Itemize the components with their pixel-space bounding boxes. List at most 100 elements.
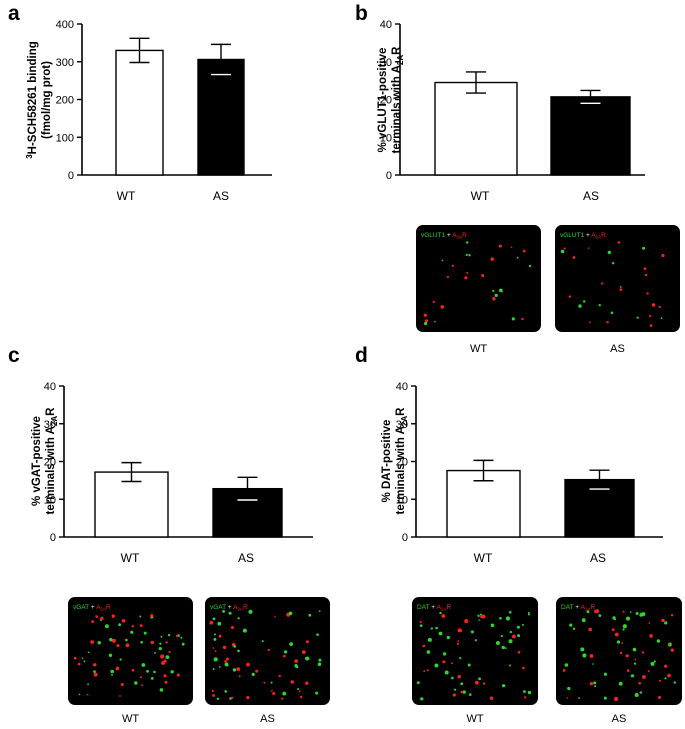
green-puncta xyxy=(467,663,471,667)
red-puncta xyxy=(456,642,459,645)
green-puncta xyxy=(650,661,655,666)
green-puncta xyxy=(97,641,101,645)
red-puncta xyxy=(432,300,435,303)
red-puncta xyxy=(274,616,276,618)
green-puncta xyxy=(232,668,237,672)
red-puncta xyxy=(111,614,116,618)
green-puncta xyxy=(318,658,322,662)
red-puncta xyxy=(231,696,234,699)
green-puncta xyxy=(490,623,495,628)
red-puncta xyxy=(222,645,227,650)
x-category-label: WT xyxy=(121,551,140,565)
red-puncta xyxy=(150,640,154,645)
red-puncta xyxy=(442,660,446,664)
green-puncta xyxy=(109,638,113,642)
y-tick-label: 30 xyxy=(380,57,392,69)
red-puncta xyxy=(622,610,625,613)
green-puncta xyxy=(140,641,143,644)
bar-wt xyxy=(446,469,521,538)
green-puncta xyxy=(318,610,321,612)
green-puncta xyxy=(607,250,611,255)
y-tick-label: 40 xyxy=(44,381,56,393)
red-puncta xyxy=(209,620,214,625)
red-puncta xyxy=(614,696,619,702)
red-puncta xyxy=(589,682,594,686)
red-puncta xyxy=(658,305,661,309)
green-puncta xyxy=(673,681,676,684)
green-puncta xyxy=(517,634,521,638)
micrograph-caption: WT xyxy=(122,713,139,725)
red-puncta xyxy=(306,640,309,644)
red-puncta xyxy=(100,616,104,620)
red-puncta xyxy=(482,682,486,685)
red-puncta xyxy=(457,628,462,633)
green-puncta xyxy=(159,688,164,692)
green-puncta xyxy=(581,618,586,623)
red-puncta xyxy=(212,694,216,697)
red-puncta xyxy=(423,313,427,317)
green-puncta xyxy=(474,639,477,642)
green-puncta xyxy=(180,636,183,639)
green-puncta xyxy=(297,688,299,691)
green-puncta xyxy=(598,614,602,617)
green-puncta xyxy=(438,631,443,636)
x-category-label: WT xyxy=(471,189,490,203)
green-puncta xyxy=(495,641,500,645)
green-puncta xyxy=(569,623,573,627)
red-puncta xyxy=(116,644,120,648)
green-puncta xyxy=(150,677,154,680)
micrographs-d: DAT + A2AR WT DAT + A2AR AS xyxy=(412,597,682,725)
green-puncta xyxy=(233,645,236,648)
green-puncta xyxy=(125,638,128,642)
green-puncta xyxy=(479,613,482,616)
green-puncta xyxy=(218,666,221,668)
red-puncta xyxy=(424,319,429,323)
red-puncta xyxy=(658,679,661,682)
red-puncta xyxy=(651,303,656,307)
y-tick-label: 10 xyxy=(380,132,392,144)
red-puncta xyxy=(524,696,527,699)
red-puncta xyxy=(480,615,483,619)
green-puncta xyxy=(470,630,474,634)
red-puncta xyxy=(522,666,525,670)
micrograph-stain-label: DAT + A2AR xyxy=(417,604,451,612)
panel-letter: c xyxy=(8,344,20,367)
panel-b: b 0 10 20 30 40 WT AS % vGLUT1-positive terminals… xyxy=(355,2,645,203)
green-puncta xyxy=(629,611,632,613)
green-puncta xyxy=(439,611,442,615)
x-category-label: AS xyxy=(238,551,254,565)
red-puncta xyxy=(302,650,306,654)
green-puncta xyxy=(282,691,287,696)
red-puncta xyxy=(175,634,179,638)
red-puncta xyxy=(619,288,623,291)
green-puncta xyxy=(158,647,162,651)
green-puncta xyxy=(160,635,163,638)
red-puncta xyxy=(255,669,259,673)
red-puncta xyxy=(658,696,661,699)
green-puncta xyxy=(134,681,138,685)
micrographs-b: vGLUT1 + A2AR WT vGLUT1 + A2AR AS xyxy=(416,225,680,355)
green-puncta xyxy=(635,612,639,615)
green-puncta xyxy=(261,640,264,643)
red-puncta xyxy=(664,664,668,668)
green-puncta xyxy=(502,684,506,688)
red-puncta xyxy=(278,674,281,678)
red-puncta xyxy=(606,321,609,324)
y-axis-label: % vGAT-positive terminals with A2AR xyxy=(31,407,59,515)
red-puncta xyxy=(263,681,266,684)
green-puncta xyxy=(426,650,431,654)
red-puncta xyxy=(601,282,604,285)
green-puncta xyxy=(603,672,608,676)
red-puncta xyxy=(267,648,270,652)
red-puncta xyxy=(661,253,665,258)
red-puncta xyxy=(649,314,652,317)
red-puncta xyxy=(131,625,134,628)
green-puncta xyxy=(527,613,530,616)
red-puncta xyxy=(489,696,494,700)
green-puncta xyxy=(242,628,247,633)
red-puncta xyxy=(649,634,653,638)
y-tick-label: 20 xyxy=(380,95,392,107)
red-puncta xyxy=(246,662,250,667)
